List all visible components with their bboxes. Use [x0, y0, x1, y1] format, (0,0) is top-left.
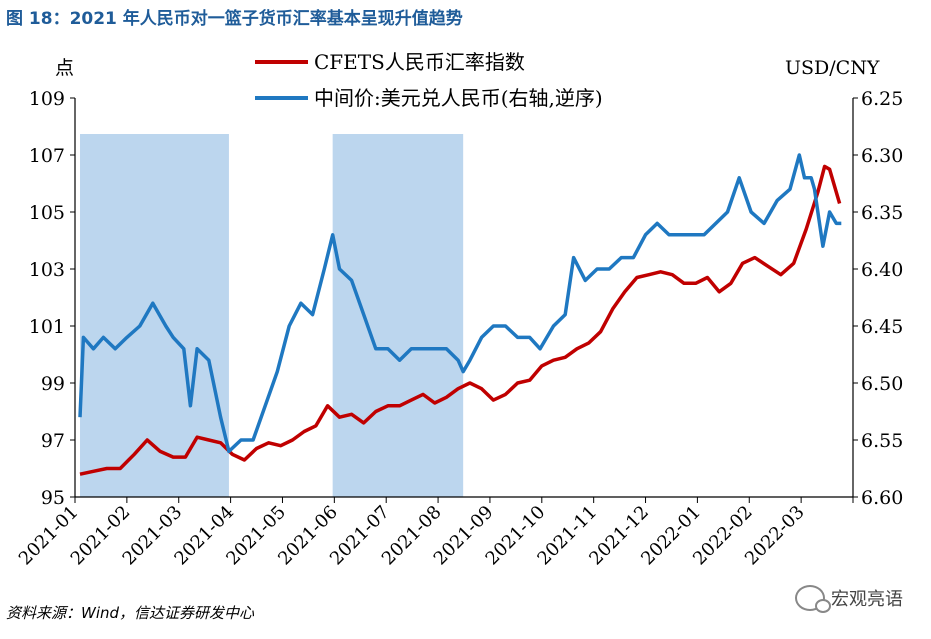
chart-title: 图 18：2021 年人民币对一篮子货币汇率基本呈现升值趋势	[6, 9, 463, 29]
series-line-cfets	[79, 164, 842, 476]
right-tick-label: 6.55	[861, 430, 903, 452]
wechat-icon	[795, 585, 831, 613]
left-tick-label: 95	[41, 487, 65, 509]
left-axis-label: 点	[55, 57, 74, 79]
source-note: 资料来源：Wind，信达证券研发中心	[6, 604, 255, 622]
legend-label-cfets: CFETS人民币汇率指数	[314, 50, 525, 74]
left-tick-label: 97	[41, 430, 65, 452]
watermark: 宏观亮语	[795, 585, 903, 613]
right-tick-label: 6.50	[861, 373, 903, 395]
left-tick-label: 107	[29, 145, 65, 167]
right-tick-label: 6.45	[861, 316, 903, 338]
right-tick-label: 6.60	[861, 487, 903, 509]
right-tick-label: 6.30	[861, 145, 903, 167]
shaded-regions	[80, 134, 464, 497]
legend-label-usdcny: 中间价:美元兑人民币(右轴,逆序)	[314, 86, 603, 110]
right-tick-label: 6.35	[861, 202, 903, 224]
right-tick-label: 6.40	[861, 259, 903, 281]
axes: 95 97 99 101 103 105 107 109 6.25 6.30 6.35 6.40 6.4…	[29, 88, 904, 509]
right-axis-label: USD/CNY	[785, 57, 880, 79]
shaded-region-1	[80, 134, 229, 497]
left-tick-label: 103	[29, 259, 65, 281]
watermark-text: 宏观亮语	[831, 589, 903, 610]
left-tick-label: 99	[41, 373, 65, 395]
shaded-region-2	[332, 134, 464, 497]
series-lines	[78, 153, 842, 476]
right-tick-label: 6.25	[861, 88, 903, 110]
left-tick-label: 101	[29, 316, 65, 338]
line-chart: 95 97 99 101 103 105 107 109 6.25 6.30 6.35 6.40 6.4…	[15, 50, 904, 570]
x-tick-labels: 2021-012021-022021-032021-042021-052021-…	[15, 502, 809, 570]
left-tick-label: 105	[29, 202, 65, 224]
left-tick-label: 109	[29, 88, 65, 110]
legend: CFETS人民币汇率指数 中间价:美元兑人民币(右轴,逆序)	[255, 50, 603, 110]
series-line-usdcny	[78, 153, 842, 454]
